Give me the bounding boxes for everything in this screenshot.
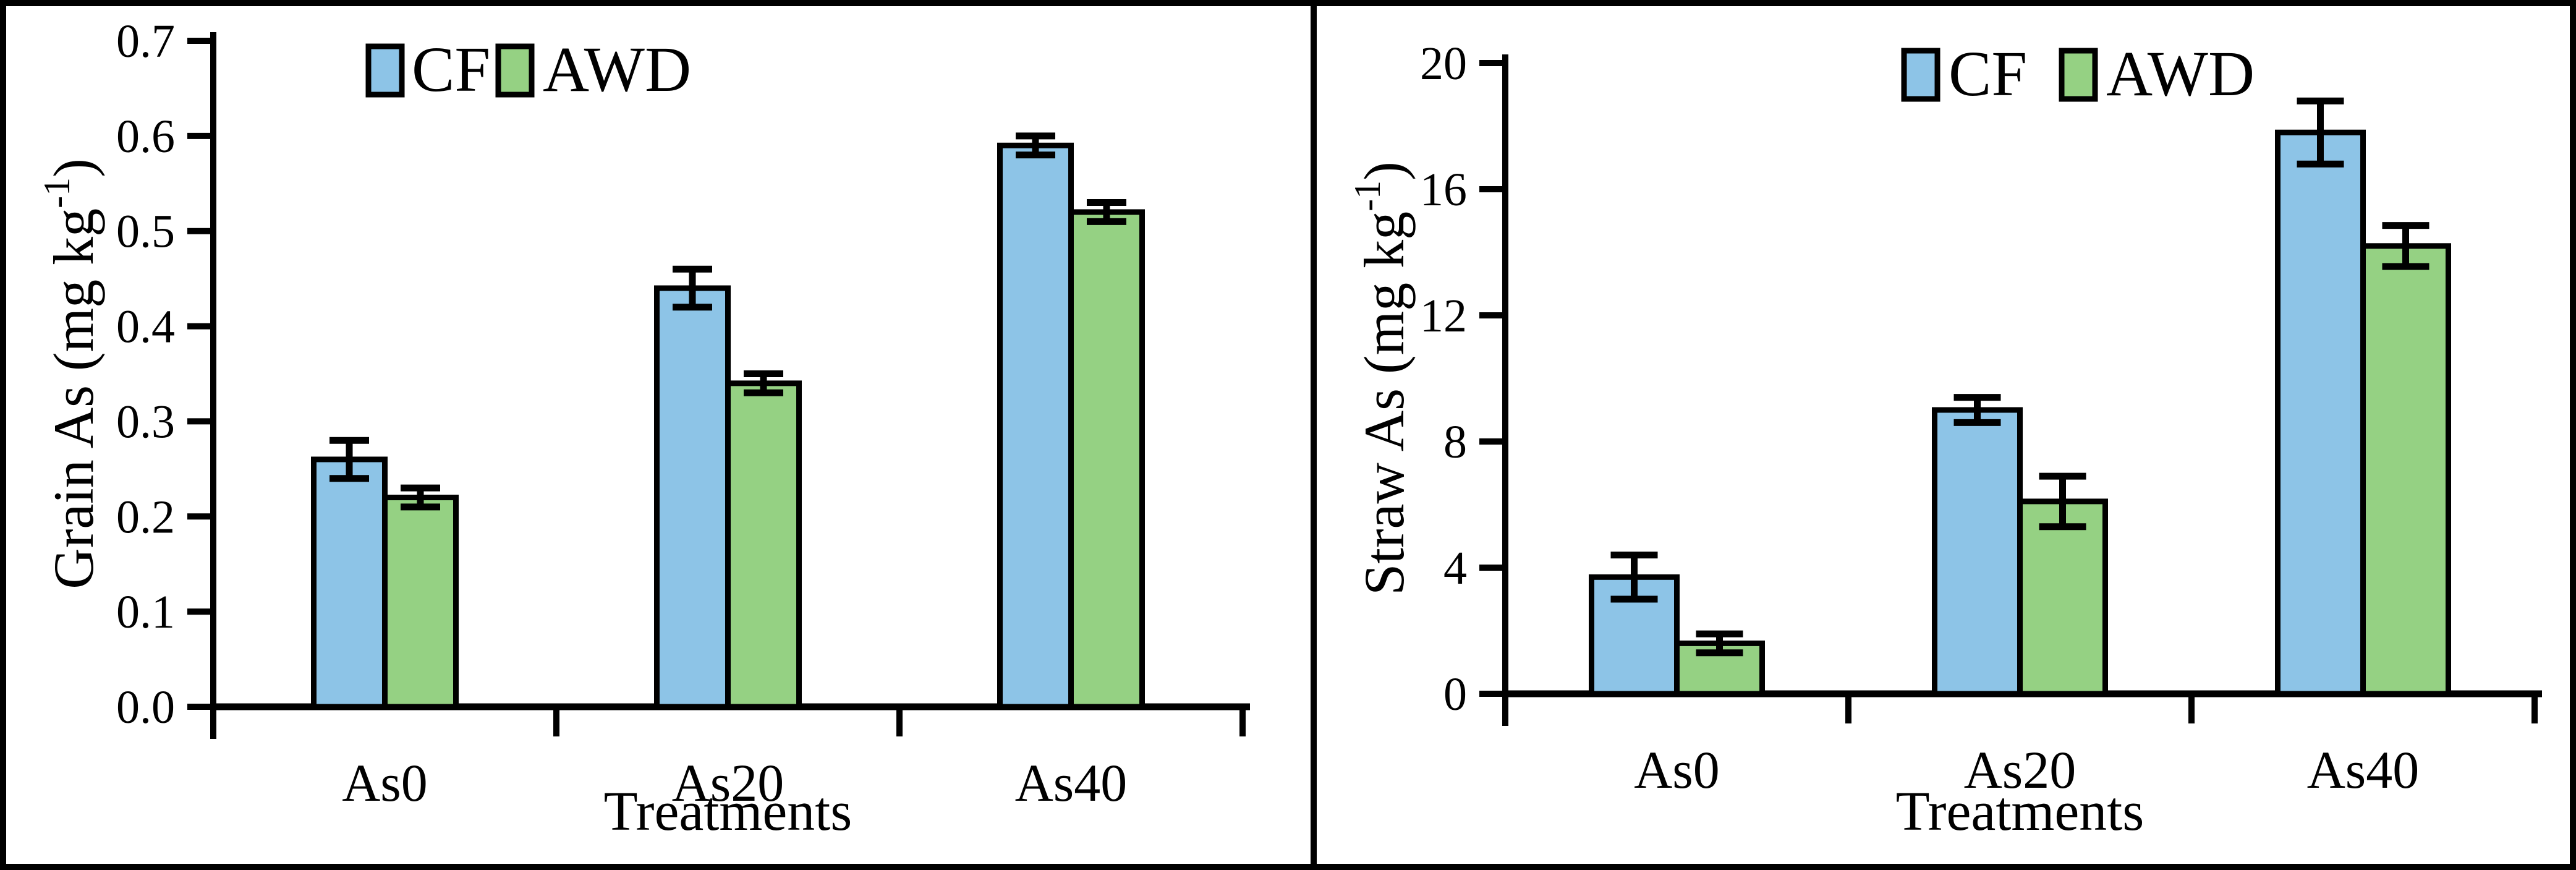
y-tick-label: 0.7 (116, 15, 175, 67)
category-label: As0 (1634, 740, 1720, 800)
y-tick-label: 0.6 (116, 111, 175, 163)
panel-divider (1311, 6, 1317, 864)
y-tick-label: 4 (1443, 542, 1467, 594)
legend-label-cf: CF (412, 34, 490, 105)
category-label: As0 (342, 753, 428, 812)
y-tick-label: 16 (1420, 164, 1467, 216)
category-label: As40 (2307, 740, 2420, 800)
bar-cf-as40 (2275, 129, 2366, 697)
bar-awd-as20 (2017, 498, 2108, 697)
y-tick-label: 0.1 (116, 586, 175, 638)
grain-as-chart: 0.0 0.1 0.2 0.3 0.4 0.5 0.6 0.7 As0 As20 As40 Treat… (36, 15, 1250, 842)
legend-swatch-cf (1901, 48, 1941, 102)
bar-cf-as20 (1932, 407, 2023, 697)
y-tick-label: 20 (1420, 38, 1467, 90)
bar-awd-as0 (382, 495, 459, 710)
y-tick-label: 0.3 (116, 396, 175, 448)
legend-label-awd: AWD (543, 34, 691, 105)
straw-as-chart-panel: 0 4 8 12 16 20 As0 As20 As40 Treatments Straw As (… (1317, 6, 2570, 864)
bar-cf-as40 (997, 142, 1074, 710)
x-axis-title: Treatments (1896, 781, 2145, 842)
legend-swatch-awd (495, 43, 535, 98)
category-label: As20 (1964, 740, 2077, 800)
x-axis-title: Treatments (604, 781, 852, 842)
legend-label-cf: CF (1949, 38, 2027, 109)
y-axis-title: Straw As (mg kg-1) (1347, 161, 1416, 595)
bar-awd-as20 (725, 380, 802, 710)
y-tick-label: 0.0 (116, 681, 175, 733)
legend-swatch-cf (365, 43, 405, 98)
y-tick-label: 0 (1443, 668, 1467, 720)
y-tick-label: 0.4 (116, 301, 175, 353)
y-tick-label: 8 (1443, 416, 1467, 468)
legend-swatch-awd (2059, 48, 2098, 102)
legend-label-awd: AWD (2106, 38, 2255, 109)
bar-cf-as0 (311, 456, 388, 710)
bar-cf-as20 (654, 285, 731, 710)
grain-as-chart-panel: 0.0 0.1 0.2 0.3 0.4 0.5 0.6 0.7 As0 As20 As40 Treat… (6, 6, 1311, 864)
category-label: As40 (1015, 753, 1128, 812)
y-tick-label: 0.5 (116, 206, 175, 258)
straw-as-chart: 0 4 8 12 16 20 As0 As20 As40 Treatments Straw As (… (1347, 38, 2542, 842)
y-tick-label: 0.2 (116, 491, 175, 543)
y-tick-label: 12 (1420, 290, 1467, 342)
category-label: As20 (672, 753, 784, 812)
y-axis-title: Grain As (mg kg-1) (36, 158, 105, 589)
bar-awd-as40 (1068, 209, 1145, 710)
bar-awd-as40 (2360, 243, 2451, 697)
